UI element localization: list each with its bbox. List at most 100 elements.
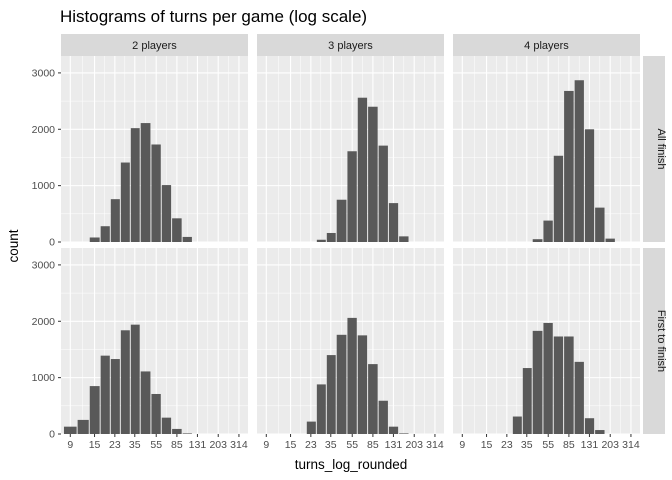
- x-axis-tick-label: 35: [521, 439, 533, 451]
- histogram-bar: [89, 237, 100, 242]
- x-axis-tick-label: 203: [601, 439, 619, 451]
- x-axis-tick-label: 85: [563, 439, 575, 451]
- histogram-bar: [595, 430, 605, 434]
- y-axis-title: count: [6, 229, 21, 262]
- x-axis-tick-label: 85: [171, 439, 183, 451]
- x-axis-tick-label: 55: [150, 439, 162, 451]
- column-strip-label: 2 players: [132, 40, 177, 52]
- histogram-bar: [161, 185, 172, 242]
- histogram-bar: [564, 336, 574, 434]
- histogram-bar: [399, 236, 409, 242]
- histogram-bar: [388, 426, 399, 434]
- x-axis-tick-label: 131: [581, 439, 599, 451]
- histogram-bar: [532, 330, 543, 434]
- y-axis-tick-label: 0: [49, 237, 55, 249]
- histogram-bar: [151, 393, 161, 434]
- y-axis-tick-label: 1000: [32, 180, 56, 192]
- chart-title: Histograms of turns per game (log scale): [60, 7, 367, 26]
- row-strip-label: First to finish: [655, 310, 667, 372]
- x-axis-tick-label: 35: [129, 439, 141, 451]
- x-axis-tick-label: 23: [109, 439, 121, 451]
- x-axis-tick-label: 314: [622, 439, 640, 451]
- row-strip-label: All finish: [655, 129, 667, 170]
- column-strip: [61, 34, 248, 56]
- histogram-bar: [399, 433, 409, 434]
- x-axis-title: turns_log_rounded: [295, 457, 408, 472]
- histogram-bar: [89, 386, 100, 434]
- histogram-bar: [130, 128, 140, 242]
- y-axis-tick-label: 3000: [32, 67, 56, 79]
- x-axis-tick-label: 314: [426, 439, 444, 451]
- column-strip-label: 3 players: [328, 40, 373, 52]
- histogram-bar: [316, 384, 326, 434]
- histogram-bar: [151, 144, 161, 242]
- x-axis-tick-label: 15: [285, 439, 297, 451]
- histogram-bar: [553, 155, 564, 242]
- histogram-bar: [172, 428, 182, 434]
- histogram-bar: [512, 416, 522, 434]
- histogram-bar: [120, 330, 130, 434]
- histogram-bar: [326, 232, 336, 242]
- histogram-bar: [336, 199, 347, 242]
- histogram-bar: [347, 151, 357, 242]
- histogram-bar: [388, 203, 399, 242]
- y-axis-tick-label: 2000: [32, 124, 56, 136]
- y-axis-tick-label: 2000: [32, 316, 56, 328]
- x-axis-tick-label: 9: [263, 439, 269, 451]
- histogram-bar: [347, 317, 357, 434]
- x-axis-tick-label: 131: [385, 439, 403, 451]
- histogram-bar: [584, 418, 595, 434]
- histogram-bar: [326, 355, 336, 434]
- histogram-bar: [306, 421, 316, 434]
- histogram-bar: [172, 218, 182, 242]
- histogram-bar: [140, 371, 151, 434]
- x-axis-tick-label: 314: [230, 439, 248, 451]
- row-strip: [643, 56, 665, 242]
- x-axis-tick-label: 9: [67, 439, 73, 451]
- histogram-bar: [161, 417, 172, 434]
- histogram-bar: [110, 359, 120, 434]
- histogram-bar: [140, 123, 151, 242]
- histogram-bar: [532, 239, 543, 242]
- histogram-bar: [543, 220, 553, 242]
- x-axis-tick-label: 55: [542, 439, 554, 451]
- histogram-bar: [584, 129, 595, 242]
- histogram-bar: [130, 324, 140, 434]
- x-axis-tick-label: 15: [481, 439, 493, 451]
- histogram-bar: [522, 368, 532, 434]
- x-axis-tick-label: 15: [89, 439, 101, 451]
- histogram-bar: [110, 199, 120, 242]
- histogram-bar: [378, 145, 388, 242]
- facet-panel: [61, 248, 248, 435]
- y-axis-tick-label: 0: [49, 429, 55, 441]
- y-axis-tick-label: 3000: [32, 259, 56, 271]
- x-axis-tick-label: 131: [189, 439, 207, 451]
- column-strip: [453, 34, 640, 56]
- histogram-bar: [120, 162, 130, 242]
- histogram-bar: [357, 97, 368, 242]
- histogram-bar: [543, 322, 553, 434]
- histogram-bar: [553, 336, 564, 434]
- histogram-bar: [564, 90, 574, 242]
- histogram-bar: [595, 207, 605, 242]
- histogram-bar: [368, 106, 378, 243]
- facet-panel: [61, 56, 248, 243]
- facet-panel: [257, 56, 444, 243]
- facet-panels: 2 players 3 players 4 players All finish Fir…: [32, 34, 667, 451]
- histogram-bar: [368, 364, 378, 434]
- column-strip: [257, 34, 444, 56]
- histogram-bar: [574, 80, 584, 243]
- y-axis-tick-label: 1000: [32, 372, 56, 384]
- histogram-bar: [357, 335, 368, 434]
- x-axis-tick-label: 203: [405, 439, 423, 451]
- histogram-bar: [182, 433, 192, 434]
- histogram-bar: [100, 226, 110, 242]
- x-axis-tick-label: 55: [346, 439, 358, 451]
- histogram-bar: [574, 361, 584, 434]
- column-strip-label: 4 players: [524, 40, 569, 52]
- histogram-bar: [100, 355, 110, 434]
- row-strip: [643, 248, 665, 434]
- histogram-bar: [77, 419, 89, 434]
- x-axis-tick-label: 23: [305, 439, 317, 451]
